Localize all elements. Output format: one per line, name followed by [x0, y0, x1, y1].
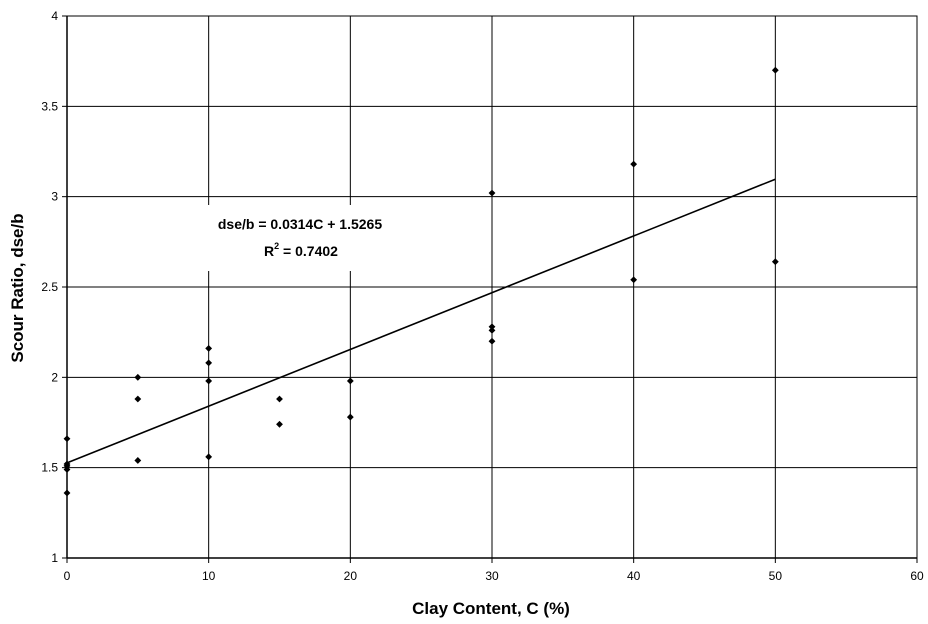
- x-tick-label-2: 20: [344, 569, 358, 583]
- data-point-3: [63, 466, 71, 473]
- data-point-10: [205, 377, 213, 385]
- data-point-7: [134, 457, 142, 464]
- data-point-12: [276, 395, 283, 403]
- y-tick-label-5: 3.5: [41, 99, 58, 113]
- data-point-8: [205, 345, 213, 352]
- r-squared-superscript: 2: [274, 241, 279, 251]
- data-point-6: [134, 395, 142, 403]
- data-point-22: [771, 66, 779, 74]
- data-point-11: [205, 453, 213, 461]
- x-tick-label-6: 60: [910, 569, 924, 583]
- x-tick-label-4: 40: [627, 569, 641, 583]
- data-point-2: [63, 462, 71, 470]
- data-point-15: [346, 413, 354, 421]
- trendline-r-squared: R2 = 0.7402: [264, 241, 338, 259]
- x-tick-label-0: 0: [64, 569, 71, 583]
- equation-label-background: [192, 205, 414, 271]
- y-tick-label-4: 3: [51, 190, 58, 204]
- y-tick-label-3: 2.5: [41, 280, 58, 294]
- y-tick-label-6: 4: [51, 9, 58, 23]
- data-point-16: [488, 189, 496, 197]
- r-squared-value: = 0.7402: [279, 243, 338, 259]
- trendline-equation: dse/b = 0.0314C + 1.5265: [218, 216, 382, 232]
- data-point-17: [488, 323, 496, 331]
- trendline-layer: [66, 178, 776, 464]
- data-point-18: [488, 326, 496, 334]
- x-axis-title: Clay Content, C (%): [412, 599, 570, 618]
- data-point-14: [346, 377, 354, 385]
- y-axis-title: Scour Ratio, dse/b: [8, 213, 27, 362]
- r-squared-symbol: R: [264, 243, 274, 259]
- y-tick-label-1: 1.5: [41, 461, 58, 475]
- x-tick-label-1: 10: [202, 569, 216, 583]
- data-points: [63, 66, 779, 497]
- data-point-23: [771, 258, 779, 266]
- x-tick-label-5: 50: [769, 569, 783, 583]
- data-point-5: [134, 373, 142, 381]
- trendline: [66, 178, 776, 464]
- data-point-19: [488, 337, 496, 345]
- data-point-4: [63, 489, 71, 497]
- y-tick-label-0: 1: [51, 551, 58, 565]
- data-point-13: [276, 420, 283, 428]
- x-tick-label-3: 30: [485, 569, 499, 583]
- data-point-0: [63, 435, 71, 443]
- data-point-21: [630, 276, 638, 284]
- tick-labels: 11.522.533.540 10 20 30 40 50 60: [41, 9, 924, 583]
- data-point-20: [630, 160, 638, 168]
- y-tick-label-2: 2: [51, 370, 58, 384]
- data-point-9: [205, 359, 213, 367]
